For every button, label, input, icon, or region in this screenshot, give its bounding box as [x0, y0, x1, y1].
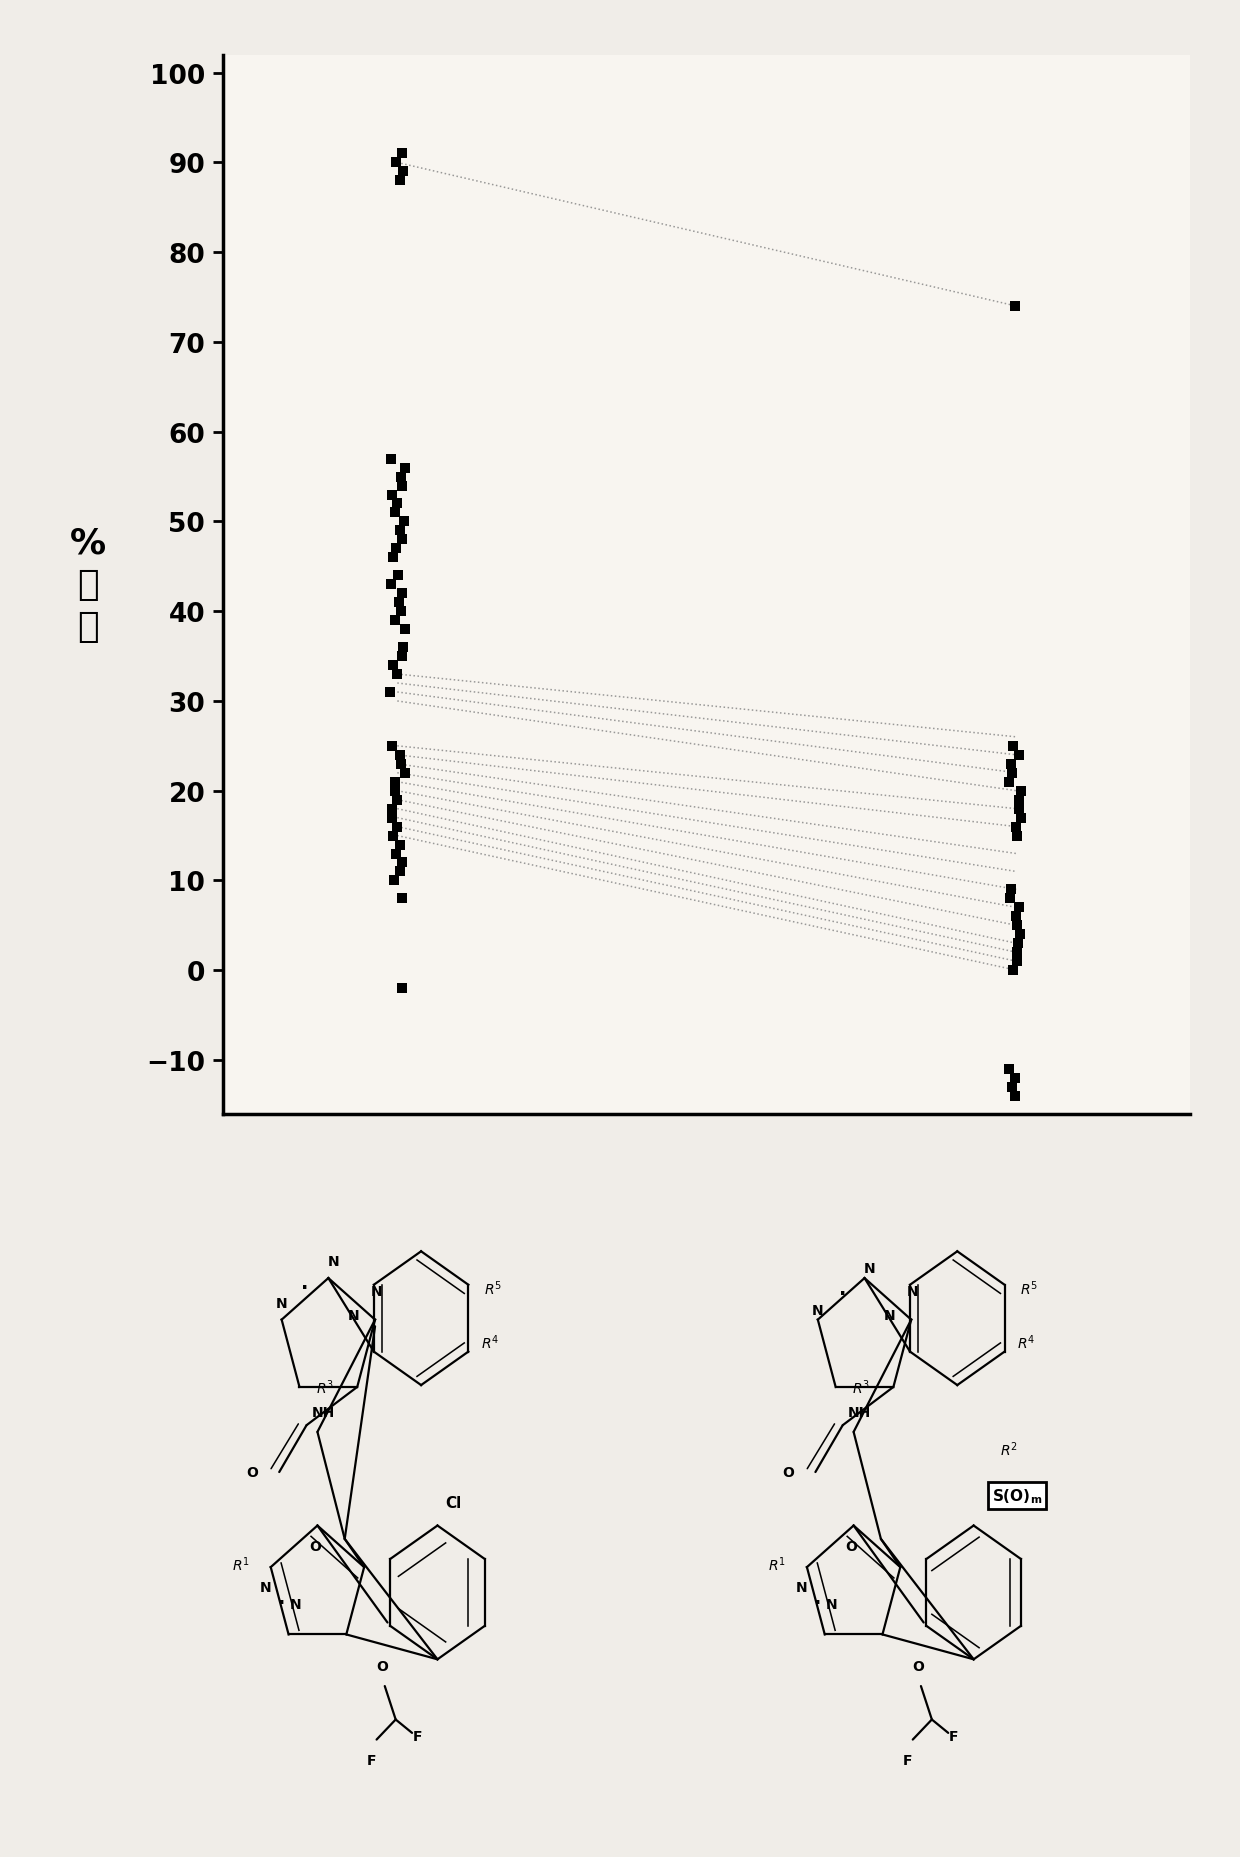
Text: N: N [275, 1296, 288, 1311]
Text: N: N [796, 1580, 807, 1595]
Text: N: N [812, 1304, 823, 1317]
Text: O: O [782, 1465, 794, 1480]
Text: N: N [329, 1255, 340, 1268]
Text: O: O [376, 1658, 388, 1673]
Text: F: F [413, 1729, 423, 1744]
Text: N: N [864, 1261, 875, 1276]
Text: $R^1$: $R^1$ [232, 1554, 249, 1573]
Text: N: N [348, 1307, 360, 1322]
Text: O: O [844, 1539, 857, 1552]
Text: %
抑
制: % 抑 制 [69, 526, 105, 644]
Text: $R^3$: $R^3$ [315, 1378, 334, 1396]
Text: $R^1$: $R^1$ [768, 1554, 786, 1573]
Text: $R^5$: $R^5$ [484, 1279, 502, 1298]
Text: F: F [903, 1753, 913, 1766]
Text: N: N [826, 1597, 837, 1612]
Text: N: N [906, 1285, 919, 1298]
Text: F: F [366, 1753, 376, 1766]
Text: .: . [838, 1279, 846, 1298]
Text: O: O [913, 1658, 924, 1673]
Text: N: N [884, 1307, 895, 1322]
Text: NH: NH [847, 1406, 870, 1419]
Text: .: . [301, 1272, 309, 1292]
Text: .: . [815, 1588, 822, 1606]
Text: NH: NH [311, 1406, 335, 1419]
Text: Cl: Cl [445, 1495, 463, 1510]
Text: $\mathbf{S(O)_m}$: $\mathbf{S(O)_m}$ [992, 1486, 1043, 1504]
Text: O: O [246, 1465, 258, 1480]
Text: N: N [371, 1285, 382, 1298]
Text: $R^5$: $R^5$ [1021, 1279, 1038, 1298]
Text: $R^4$: $R^4$ [1017, 1333, 1035, 1352]
Text: $R^2$: $R^2$ [1001, 1439, 1018, 1458]
Text: N: N [289, 1597, 301, 1612]
Text: .: . [278, 1588, 285, 1606]
Text: F: F [949, 1729, 959, 1744]
Text: N: N [259, 1580, 272, 1595]
Text: $R^3$: $R^3$ [852, 1378, 869, 1396]
Text: O: O [309, 1539, 321, 1552]
Text: $R^4$: $R^4$ [481, 1333, 500, 1352]
